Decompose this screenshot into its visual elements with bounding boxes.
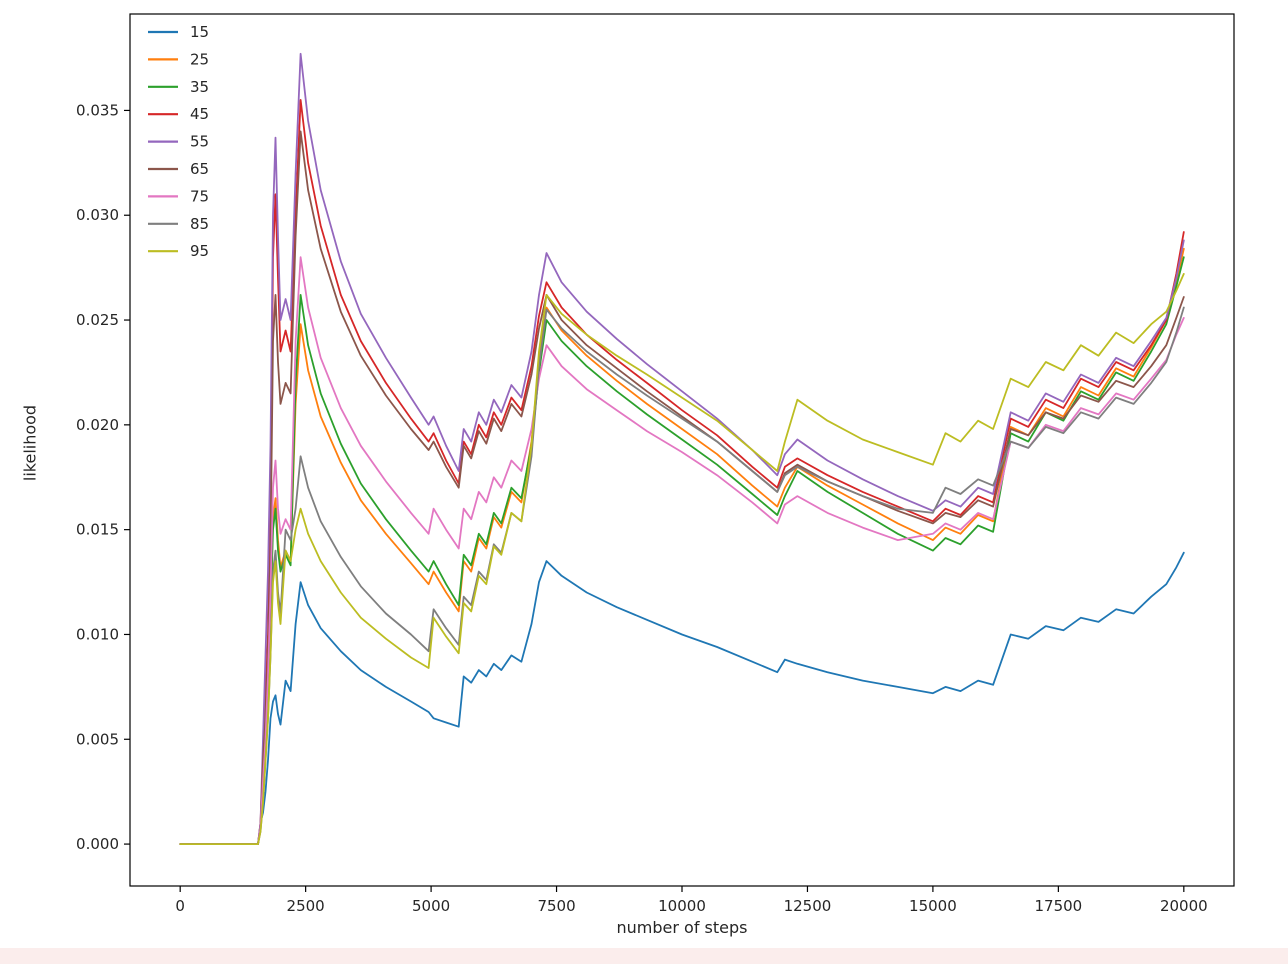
x-tick-label: 7500 [537,897,575,915]
y-tick-label: 0.030 [76,206,119,224]
legend-label-45: 45 [190,105,209,123]
series-line-65 [179,130,1185,845]
y-tick-label: 0.025 [76,311,119,329]
series-line-95 [179,272,1185,845]
y-tick-label: 0.020 [76,416,119,434]
y-tick-label: 0.000 [76,835,119,853]
x-tick-label: 12500 [784,897,832,915]
plot-area [129,13,1235,887]
series-line-15 [179,551,1185,845]
x-tick-label: 2500 [287,897,325,915]
legend-label-85: 85 [190,215,209,233]
y-tick-label: 0.010 [76,625,119,643]
legend-label-35: 35 [190,78,209,96]
legend-label-75: 75 [190,187,209,205]
legend-label-65: 65 [190,160,209,178]
x-tick-label: 10000 [658,897,706,915]
x-tick-label: 5000 [412,897,450,915]
legend-label-25: 25 [190,50,209,68]
legend-label-95: 95 [190,242,209,260]
x-tick-label: 15000 [909,897,957,915]
series-line-45 [179,99,1185,845]
legend-label-15: 15 [190,23,209,41]
y-tick-label: 0.005 [76,730,119,748]
y-tick-label: 0.015 [76,521,119,539]
x-tick-label: 20000 [1160,897,1208,915]
x-axis-label: number of steps [616,918,748,937]
y-axis-label: likelihood [20,404,40,482]
y-tick-label: 0.035 [76,101,119,119]
x-tick-label: 17500 [1035,897,1083,915]
x-tick-label: 0 [175,897,185,915]
legend-label-55: 55 [190,133,209,151]
bottom-strip [0,948,1288,964]
series-line-55 [179,52,1185,845]
